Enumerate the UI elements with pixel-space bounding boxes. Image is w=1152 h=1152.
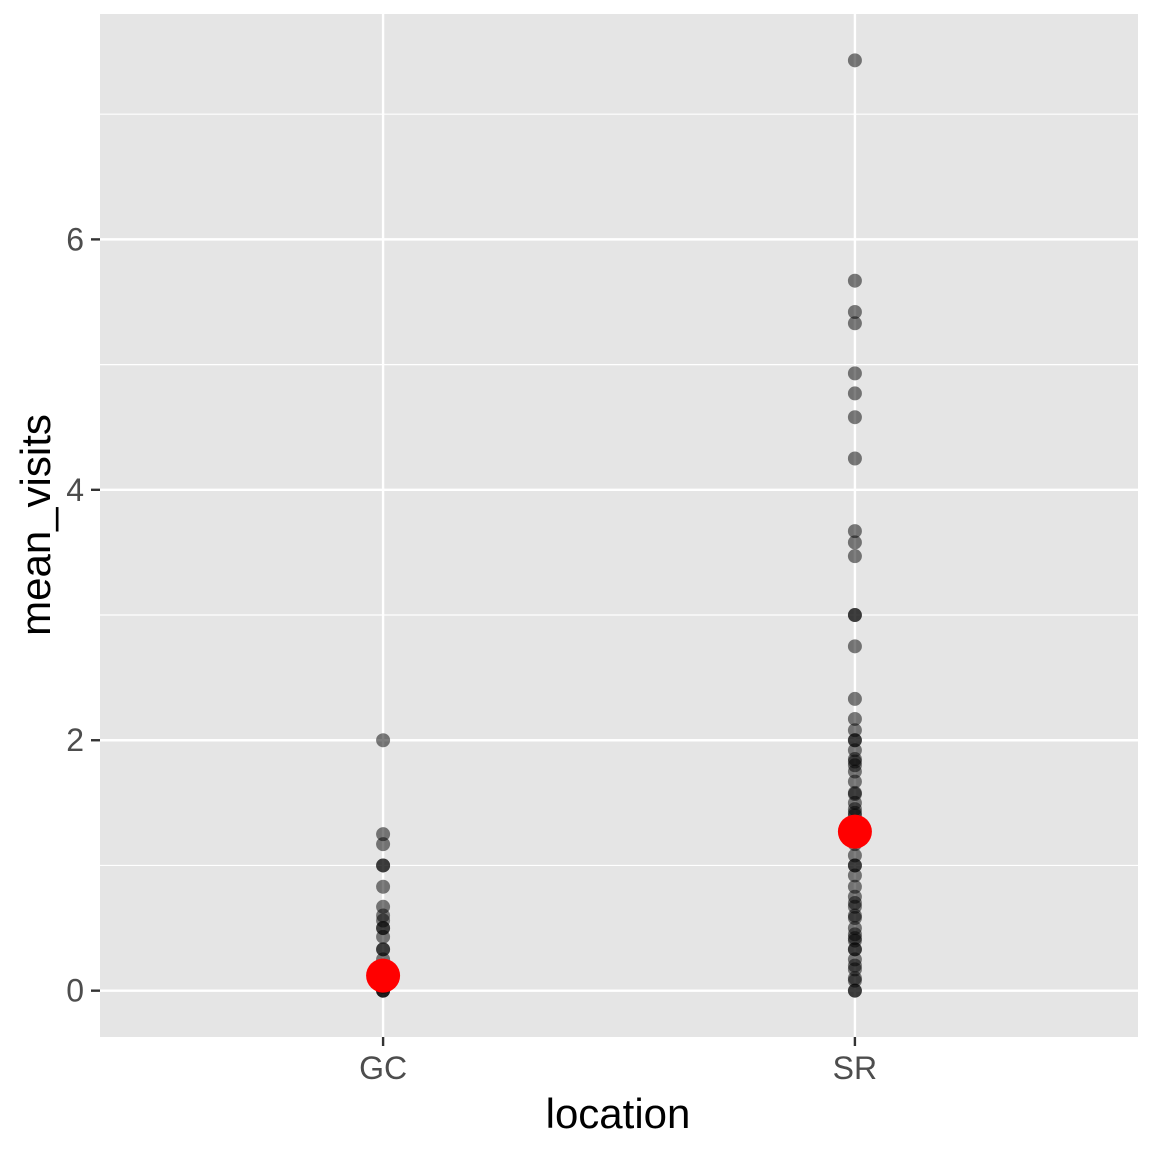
y-tick-label: 6 [66,221,84,257]
data-point [847,858,862,873]
data-point [847,733,862,748]
plot-panel [100,14,1138,1037]
data-point [847,273,862,288]
data-point [847,983,862,998]
data-point [847,723,862,738]
y-tick-label: 4 [66,472,84,508]
data-point [847,53,862,68]
data-point [847,535,862,550]
y-axis-title: mean_visits [12,414,59,636]
data-point [376,942,391,957]
data-point [847,386,862,401]
mean-points [366,814,872,993]
y-tick-label: 0 [66,973,84,1009]
y-axis: 0 2 4 6 [66,221,100,1009]
x-tick-label: GC [359,1050,407,1086]
data-point [376,827,391,842]
data-point [847,451,862,466]
data-point [376,858,391,873]
data-point [847,942,862,957]
data-point [376,879,391,894]
data-point [847,911,862,926]
x-tick-label: SR [833,1050,877,1086]
data-point [847,774,862,789]
data-point [376,929,391,944]
data-point [847,639,862,654]
data-point [376,837,391,852]
mean-point [366,958,401,993]
data-point [847,549,862,564]
x-axis-title: location [546,1090,691,1137]
data-point [847,316,862,331]
y-tick-label: 2 [66,722,84,758]
data-point [847,305,862,320]
x-axis: GC SR [359,1037,877,1086]
data-point [847,711,862,726]
data-point [847,868,862,883]
data-point [847,691,862,706]
data-point [847,608,862,623]
data-point [376,733,391,748]
data-point [847,764,862,779]
data-point [847,879,862,894]
data-point [847,848,862,863]
data-point [847,524,862,539]
data-point [847,366,862,381]
mean-point [837,814,872,849]
data-point [847,410,862,425]
data-point [847,973,862,988]
